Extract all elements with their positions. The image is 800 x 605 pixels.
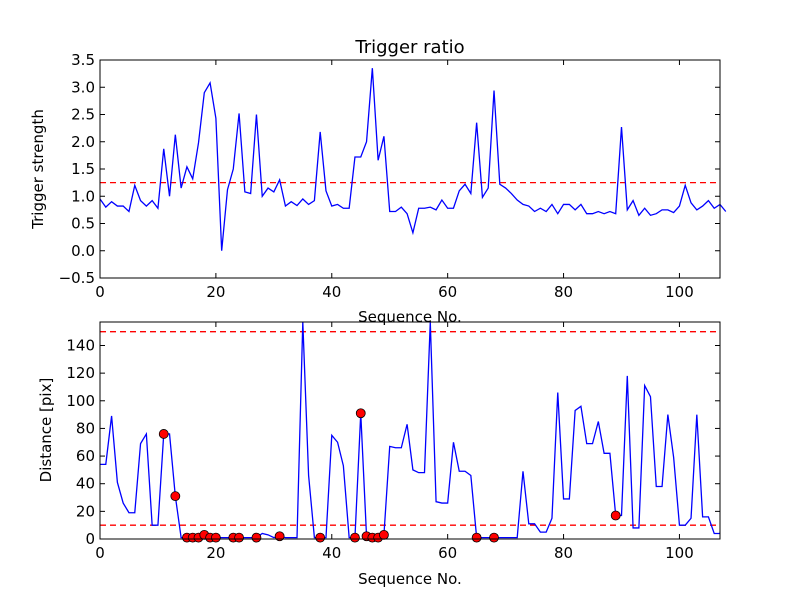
y-tick-label: 60 [76,447,95,465]
y-tick-label: 2.0 [71,133,95,151]
trigger-marker [251,532,262,543]
trigger-marker [170,491,181,502]
x-tick-label: 0 [95,283,105,301]
chart-title: Trigger ratio [354,37,464,58]
x-tick-label: 100 [665,283,694,301]
y-tick-label: 0.0 [71,242,95,260]
y-tick-label: 1.0 [71,187,95,205]
x-tick-label: 80 [554,544,573,562]
trigger-marker [489,532,499,543]
bottom-plot-frame [99,321,721,540]
top-y-axis-label: Trigger strength [29,109,47,230]
top-ticks: 0 20 40 60 80 100 −0.5 0.0 0.5 1.0 1.5 2.0 2.5 3.0 3.5 [59,51,720,301]
y-tick-label: 120 [66,364,95,382]
top-x-axis-label: Sequence No. [358,308,462,326]
y-tick-label: 0 [85,530,95,548]
trigger-ratio-panel: Trigger ratio 0 20 40 60 80 100 −0.5 0.0 0.5 1.0 1… [29,37,727,326]
x-tick-label: 100 [665,544,694,562]
x-tick-label: 40 [322,283,341,301]
y-tick-label: −0.5 [59,269,95,287]
y-tick-label: 140 [66,336,95,354]
bottom-x-axis-label: Sequence No. [358,570,462,588]
x-tick-label: 20 [206,544,225,562]
y-tick-label: 3.0 [71,78,95,96]
x-tick-label: 80 [554,283,573,301]
trigger-strength-line [99,68,727,251]
trigger-markers [158,408,621,543]
y-tick-label: 40 [76,475,95,493]
y-tick-label: 2.5 [71,106,95,124]
trigger-marker [234,532,244,543]
x-tick-label: 60 [438,283,457,301]
trigger-marker [355,408,366,419]
y-tick-label: 3.5 [71,51,95,69]
x-tick-label: 60 [438,544,457,562]
x-tick-label: 0 [95,544,105,562]
bottom-ticks: 0 20 40 60 80 100 0 20 40 60 80 100 120 140 [66,322,720,562]
trigger-marker [158,429,169,439]
distance-panel: 0 20 40 60 80 100 0 20 40 60 80 100 120 140 Sequence … [37,321,721,588]
trigger-marker [315,532,326,543]
y-tick-label: 20 [76,502,95,520]
trigger-marker [379,529,389,540]
y-tick-label: 80 [76,419,95,437]
trigger-marker [471,532,482,543]
top-plot-frame [99,59,721,279]
distance-threshold-lines [100,331,720,526]
bottom-y-axis-label: Distance [pix] [37,378,55,483]
x-tick-label: 20 [206,283,225,301]
x-tick-label: 40 [322,544,341,562]
trigger-marker [350,532,360,543]
trigger-marker [610,510,621,521]
y-tick-label: 1.5 [71,160,95,178]
trigger-marker [210,532,221,543]
y-tick-label: 100 [66,392,95,410]
trigger-marker [274,531,285,542]
y-tick-label: 0.5 [71,215,95,233]
